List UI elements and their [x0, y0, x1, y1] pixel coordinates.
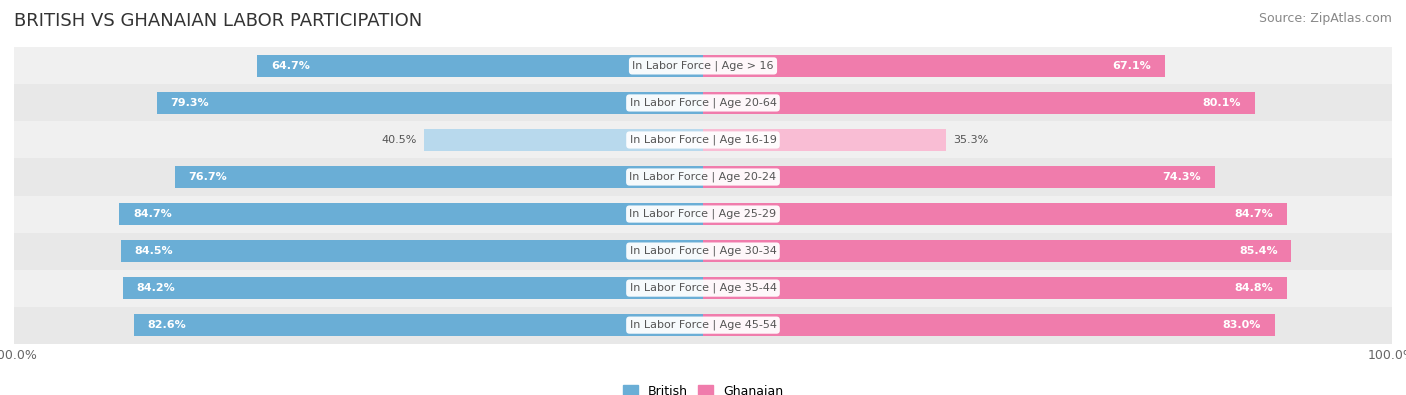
Text: 80.1%: 80.1%: [1202, 98, 1241, 108]
Bar: [14, 307, 1392, 344]
Legend: British, Ghanaian: British, Ghanaian: [619, 380, 787, 395]
Bar: [121, 240, 703, 262]
Text: 76.7%: 76.7%: [188, 172, 228, 182]
Bar: [703, 277, 1288, 299]
Bar: [14, 269, 1392, 307]
Bar: [174, 166, 703, 188]
Text: 84.7%: 84.7%: [134, 209, 172, 219]
Text: In Labor Force | Age 16-19: In Labor Force | Age 16-19: [630, 135, 776, 145]
Text: 74.3%: 74.3%: [1163, 172, 1201, 182]
Text: In Labor Force | Age 20-64: In Labor Force | Age 20-64: [630, 98, 776, 108]
Text: 83.0%: 83.0%: [1223, 320, 1261, 330]
Bar: [14, 233, 1392, 269]
Text: In Labor Force | Age 30-34: In Labor Force | Age 30-34: [630, 246, 776, 256]
Text: 79.3%: 79.3%: [170, 98, 209, 108]
Text: In Labor Force | Age 20-24: In Labor Force | Age 20-24: [630, 172, 776, 182]
Bar: [14, 196, 1392, 233]
Text: In Labor Force | Age 25-29: In Labor Force | Age 25-29: [630, 209, 776, 219]
Bar: [14, 85, 1392, 121]
Bar: [703, 166, 1215, 188]
Text: 84.5%: 84.5%: [135, 246, 173, 256]
Text: 85.4%: 85.4%: [1239, 246, 1278, 256]
Text: Source: ZipAtlas.com: Source: ZipAtlas.com: [1258, 12, 1392, 25]
Bar: [14, 47, 1392, 85]
Bar: [120, 203, 703, 225]
Bar: [425, 129, 703, 151]
Bar: [156, 92, 703, 114]
Text: In Labor Force | Age 45-54: In Labor Force | Age 45-54: [630, 320, 776, 330]
Bar: [122, 277, 703, 299]
Bar: [703, 203, 1286, 225]
Bar: [703, 314, 1275, 336]
Text: In Labor Force | Age 35-44: In Labor Force | Age 35-44: [630, 283, 776, 293]
Text: 35.3%: 35.3%: [953, 135, 988, 145]
Bar: [134, 314, 703, 336]
Bar: [703, 55, 1166, 77]
Text: 67.1%: 67.1%: [1112, 61, 1152, 71]
Bar: [703, 240, 1291, 262]
Text: 82.6%: 82.6%: [148, 320, 187, 330]
Bar: [703, 129, 946, 151]
Text: 64.7%: 64.7%: [271, 61, 309, 71]
Text: BRITISH VS GHANAIAN LABOR PARTICIPATION: BRITISH VS GHANAIAN LABOR PARTICIPATION: [14, 12, 422, 30]
Text: 84.2%: 84.2%: [136, 283, 176, 293]
Bar: [703, 92, 1254, 114]
Text: In Labor Force | Age > 16: In Labor Force | Age > 16: [633, 61, 773, 71]
Text: 84.7%: 84.7%: [1234, 209, 1272, 219]
Bar: [257, 55, 703, 77]
Text: 40.5%: 40.5%: [381, 135, 418, 145]
Text: 84.8%: 84.8%: [1234, 283, 1274, 293]
Bar: [14, 158, 1392, 196]
Bar: [14, 121, 1392, 158]
